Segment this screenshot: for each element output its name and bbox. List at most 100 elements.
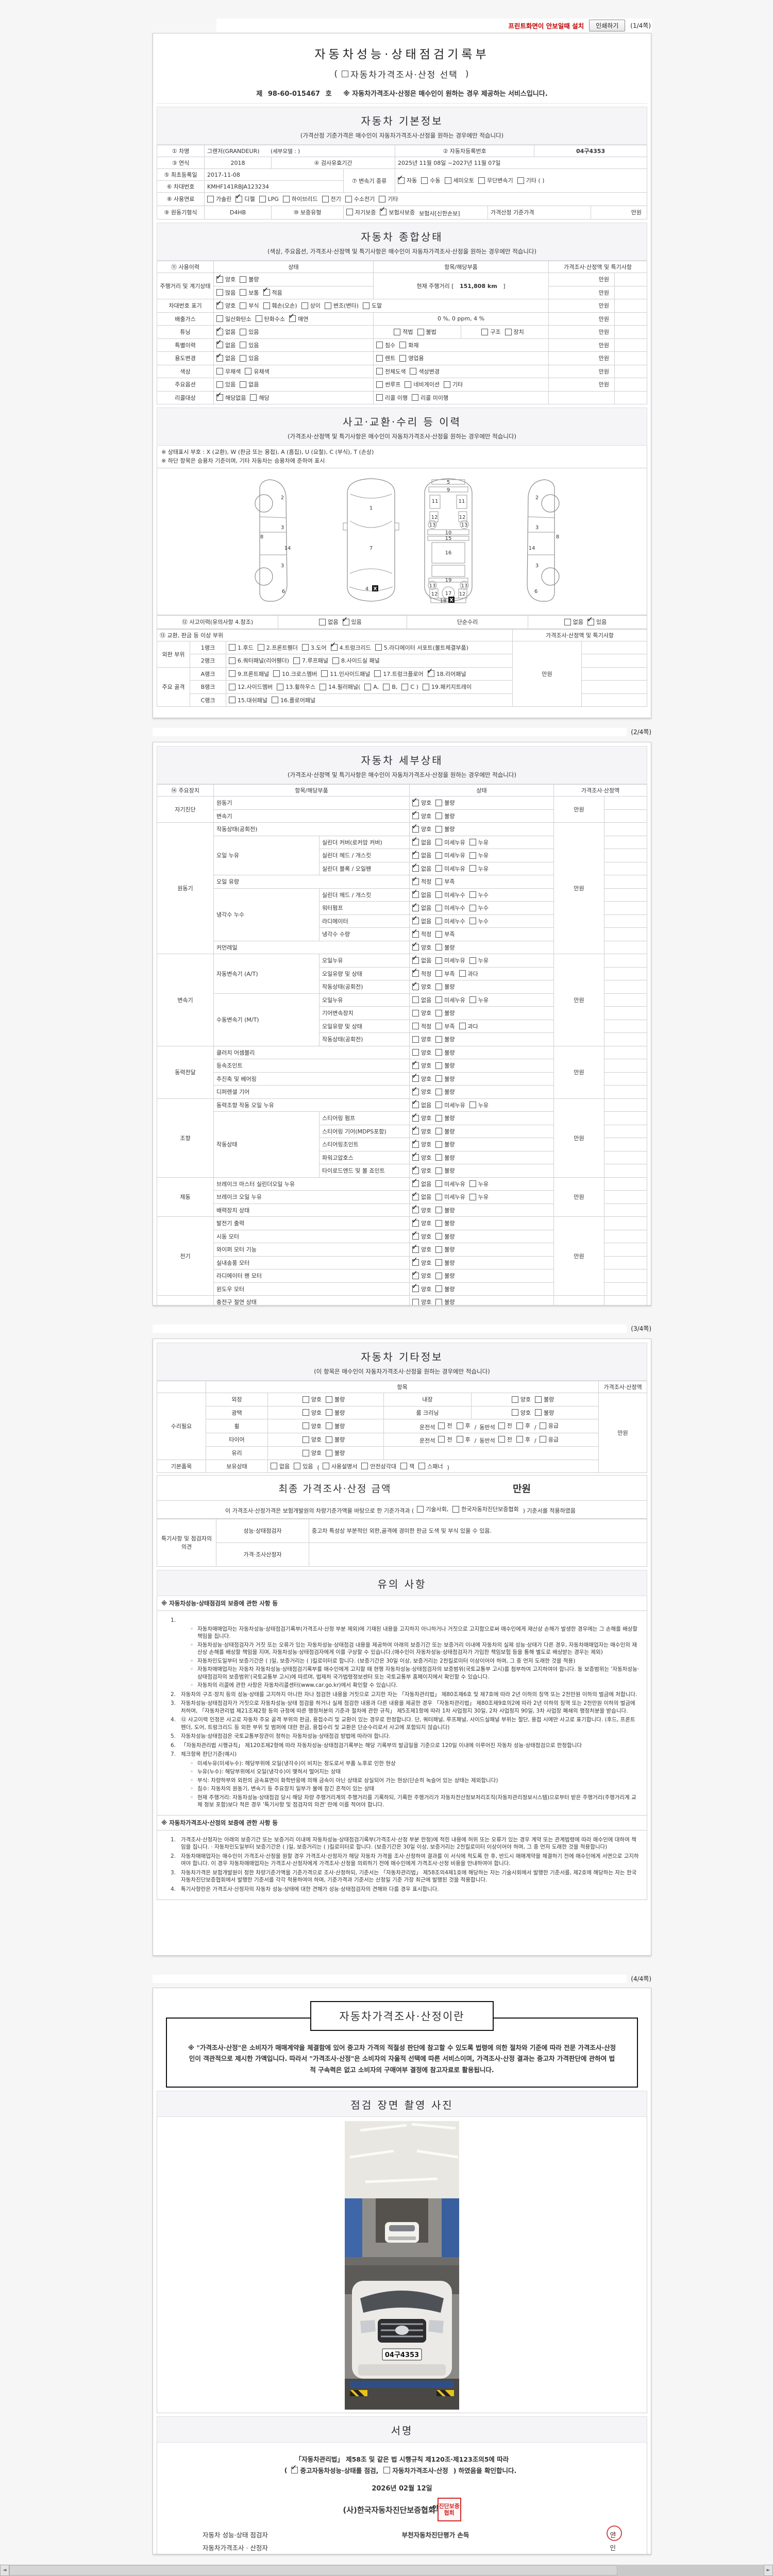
checkbox[interactable] <box>302 1449 309 1456</box>
checkbox[interactable] <box>412 1049 419 1056</box>
checkbox[interactable] <box>255 315 262 322</box>
checkbox[interactable] <box>435 839 443 845</box>
checkbox[interactable] <box>412 875 419 885</box>
checkbox[interactable] <box>412 902 419 911</box>
checkbox[interactable] <box>412 796 419 806</box>
checkbox[interactable] <box>459 970 466 977</box>
checkbox[interactable] <box>301 302 308 309</box>
checkbox[interactable] <box>229 697 236 703</box>
checkbox[interactable] <box>293 657 300 664</box>
checkbox[interactable] <box>216 391 223 401</box>
checkbox[interactable] <box>516 1436 523 1443</box>
checkbox[interactable] <box>498 1436 505 1443</box>
checkbox[interactable] <box>361 1463 368 1469</box>
checkbox[interactable] <box>412 1059 419 1069</box>
checkbox[interactable] <box>469 996 476 1003</box>
checkbox[interactable] <box>263 286 270 296</box>
checkbox[interactable] <box>216 326 223 335</box>
checkbox[interactable] <box>435 1272 443 1279</box>
checkbox[interactable] <box>459 1023 466 1029</box>
checkbox[interactable] <box>376 394 383 401</box>
checkbox[interactable] <box>422 683 429 690</box>
checkbox[interactable] <box>375 644 382 651</box>
checkbox[interactable] <box>412 1086 419 1095</box>
checkbox[interactable] <box>376 381 383 388</box>
checkbox[interactable] <box>435 983 443 990</box>
checkbox[interactable] <box>342 71 349 77</box>
checkbox[interactable] <box>383 683 390 690</box>
checkbox[interactable] <box>469 904 476 911</box>
checkbox[interactable] <box>435 1259 443 1266</box>
checkbox[interactable] <box>516 1422 523 1429</box>
checkbox[interactable] <box>564 618 571 625</box>
checkbox[interactable] <box>399 354 407 362</box>
checkbox[interactable] <box>400 1463 408 1469</box>
checkbox[interactable] <box>435 944 443 951</box>
scroll-left-arrow[interactable]: ◄ <box>0 2565 9 2576</box>
checkbox[interactable] <box>294 1463 301 1469</box>
checkbox[interactable] <box>469 957 476 964</box>
checkbox[interactable] <box>412 1269 419 1279</box>
checkbox[interactable] <box>469 839 476 845</box>
checkbox[interactable] <box>435 1193 443 1200</box>
checkbox[interactable] <box>291 2464 298 2473</box>
checkbox[interactable] <box>302 1422 309 1429</box>
checkbox[interactable] <box>240 276 247 283</box>
checkbox[interactable] <box>411 394 418 401</box>
checkbox[interactable] <box>216 381 223 388</box>
checkbox[interactable] <box>412 862 419 872</box>
checkbox[interactable] <box>539 1436 546 1443</box>
checkbox[interactable] <box>376 342 383 348</box>
checkbox[interactable] <box>469 1101 476 1108</box>
checkbox[interactable] <box>587 616 594 625</box>
checkbox[interactable] <box>207 195 214 202</box>
checkbox[interactable] <box>435 1009 443 1016</box>
checkbox[interactable] <box>435 1141 443 1148</box>
checkbox[interactable] <box>511 1409 518 1416</box>
checkbox[interactable] <box>326 1449 332 1456</box>
checkbox[interactable] <box>216 338 223 348</box>
checkbox[interactable] <box>302 1409 309 1416</box>
checkbox[interactable] <box>282 195 290 202</box>
checkbox[interactable] <box>374 670 381 677</box>
checkbox[interactable] <box>435 996 443 1003</box>
checkbox[interactable] <box>320 683 327 690</box>
checkbox[interactable] <box>216 273 223 283</box>
checkbox[interactable] <box>229 657 236 664</box>
checkbox[interactable] <box>319 618 326 625</box>
checkbox[interactable] <box>273 670 280 677</box>
checkbox[interactable] <box>240 302 247 309</box>
checkbox[interactable] <box>412 809 419 819</box>
checkbox[interactable] <box>229 683 236 690</box>
checkbox[interactable] <box>435 957 443 964</box>
checkbox[interactable] <box>289 312 296 322</box>
checkbox[interactable] <box>326 1409 332 1416</box>
checkbox[interactable] <box>412 980 419 990</box>
checkbox[interactable] <box>412 1217 419 1227</box>
checkbox[interactable] <box>412 1164 419 1174</box>
checkbox[interactable] <box>443 381 450 388</box>
checkbox[interactable] <box>271 697 278 703</box>
checkbox[interactable] <box>435 904 443 911</box>
checkbox[interactable] <box>240 381 247 388</box>
checkbox[interactable] <box>412 1204 419 1213</box>
checkbox[interactable] <box>469 1193 476 1200</box>
horizontal-scrollbar[interactable]: ◄ ► <box>0 2565 773 2576</box>
checkbox[interactable] <box>412 914 419 924</box>
checkbox[interactable] <box>399 342 407 348</box>
checkbox[interactable] <box>412 928 419 938</box>
checkbox[interactable] <box>435 1088 443 1095</box>
checkbox[interactable] <box>435 1075 443 1082</box>
checkbox[interactable] <box>435 1233 443 1240</box>
checkbox[interactable] <box>498 1422 505 1429</box>
checkbox[interactable] <box>412 996 419 1003</box>
checkbox[interactable] <box>435 1101 443 1108</box>
checkbox[interactable] <box>438 1436 445 1443</box>
checkbox[interactable] <box>240 289 247 296</box>
checkbox[interactable] <box>456 1436 463 1443</box>
checkbox[interactable] <box>216 315 223 322</box>
checkbox[interactable] <box>412 1298 419 1305</box>
checkbox[interactable] <box>263 302 270 309</box>
checkbox[interactable] <box>245 368 252 375</box>
checkbox[interactable] <box>435 1285 443 1292</box>
